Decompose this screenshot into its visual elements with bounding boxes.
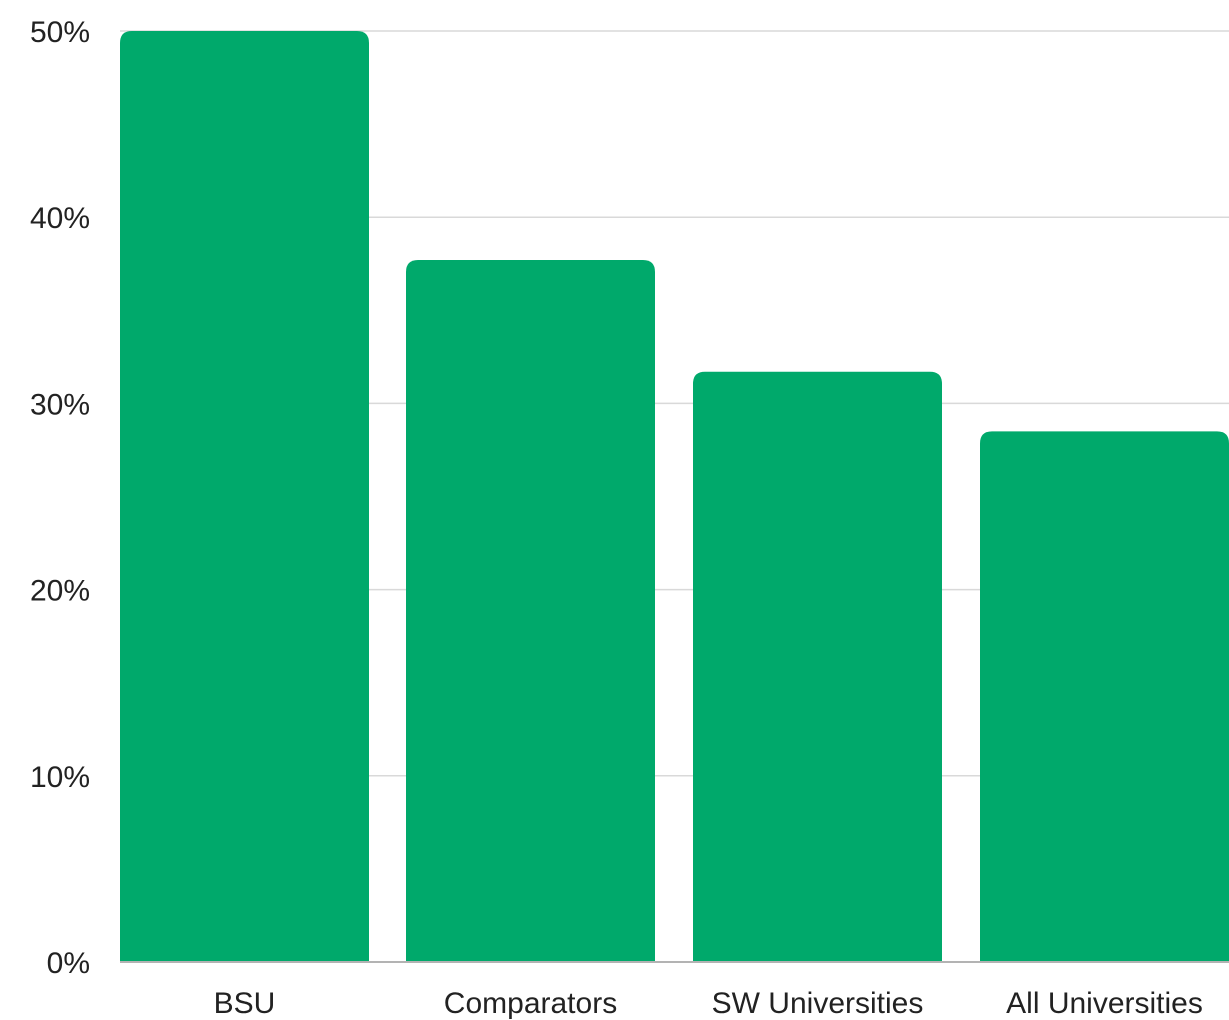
bars: [120, 31, 1229, 963]
x-category-label: BSU: [214, 987, 276, 1020]
y-tick-label: 0%: [47, 947, 90, 980]
bar-comparators: [406, 260, 655, 962]
x-category-label: All Universities: [1006, 987, 1203, 1020]
y-tick-label: 40%: [30, 202, 90, 235]
y-tick-labels: 0% 10% 20% 30% 40% 50%: [30, 16, 90, 980]
y-tick-label: 30%: [30, 388, 90, 421]
y-tick-label: 10%: [30, 761, 90, 794]
x-category-labels: BSU Comparators SW Universities All Univers…: [214, 987, 1203, 1020]
bar-all-universities: [980, 431, 1229, 963]
bar-sw-universities: [693, 371, 942, 963]
bar-bsu: [120, 31, 369, 962]
x-category-label: SW Universities: [712, 987, 924, 1020]
y-tick-label: 50%: [30, 16, 90, 49]
y-tick-label: 20%: [30, 575, 90, 608]
x-category-label: Comparators: [444, 987, 617, 1020]
